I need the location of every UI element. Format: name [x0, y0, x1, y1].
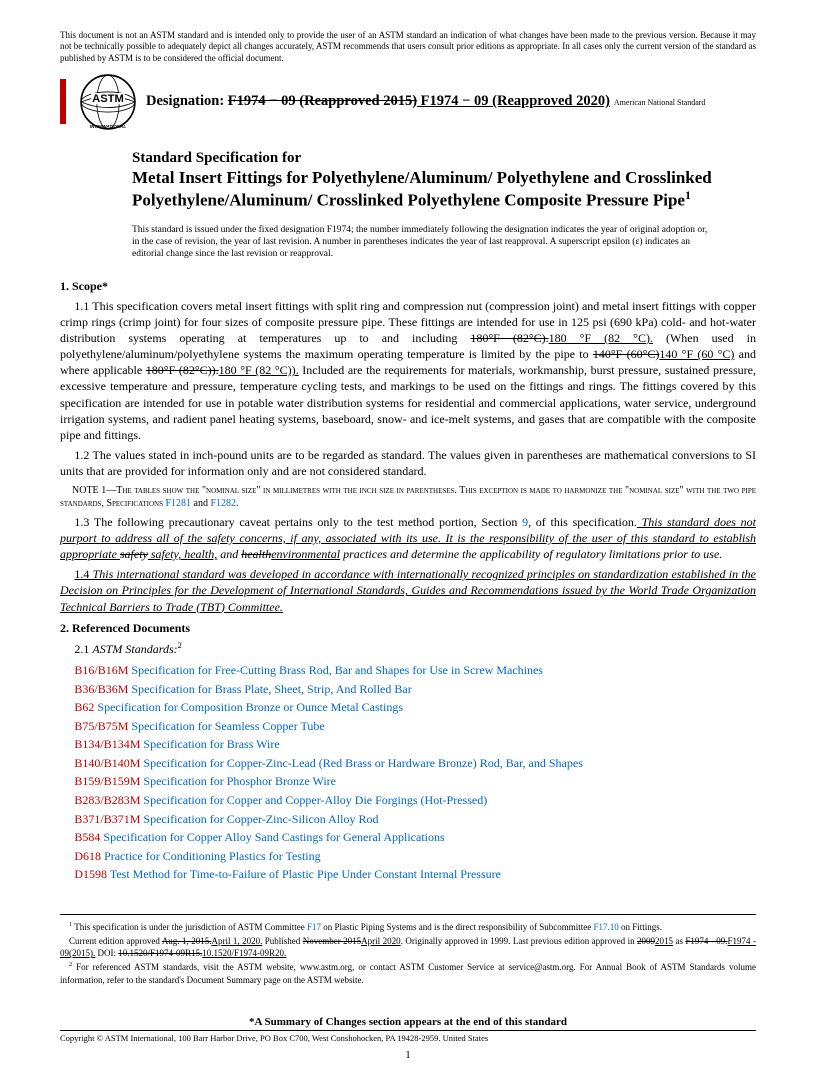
reference-title[interactable]: Specification for Seamless Copper Tube [128, 719, 324, 733]
reference-code[interactable]: B159/B159M [74, 774, 140, 788]
red-change-bar [60, 79, 66, 124]
reference-code[interactable]: B140/B140M [74, 756, 140, 770]
designation-new: F1974 − 09 (Reapproved 2020) [417, 93, 610, 109]
reference-code[interactable]: B16/B16M [74, 663, 128, 677]
reference-item: B140/B140M Specification for Copper-Zinc… [74, 754, 756, 773]
reference-list: B16/B16M Specification for Free-Cutting … [74, 661, 756, 884]
reference-item: B283/B283M Specification for Copper and … [74, 791, 756, 810]
reference-title[interactable]: Specification for Composition Bronze or … [94, 700, 403, 714]
summary-of-changes: *A Summary of Changes section appears at… [60, 1016, 756, 1028]
footnotes: 1 This specification is under the jurisd… [60, 914, 756, 986]
reference-code[interactable]: D618 [74, 849, 101, 863]
scope-1-2: 1.2 The values stated in inch-pound unit… [60, 447, 756, 479]
footnote-1: 1 This specification is under the jurisd… [60, 921, 756, 933]
header: ASTM INTERNATIONAL Designation: F1974 − … [60, 74, 756, 130]
reference-title[interactable]: Test Method for Time-to-Failure of Plast… [107, 867, 501, 881]
reference-item: B75/B75M Specification for Seamless Copp… [74, 717, 756, 736]
reference-code[interactable]: B36/B36M [74, 682, 128, 696]
document-page: This document is not an ASTM standard an… [0, 0, 816, 1081]
designation-old: F1974 − 09 (Reapproved 2015) [228, 93, 417, 109]
title-main: Metal Insert Fittings for Polyethylene/A… [132, 167, 756, 211]
reference-code[interactable]: B283/B283M [74, 793, 140, 807]
refs-sub: 2.1 ASTM Standards:2 [60, 640, 756, 657]
reference-title[interactable]: Specification for Phosphor Bronze Wire [140, 774, 336, 788]
link-f1282[interactable]: F1282 [210, 498, 236, 509]
svg-text:ASTM: ASTM [92, 93, 124, 105]
title-block: Standard Specification for Metal Insert … [132, 150, 756, 211]
reference-code[interactable]: D1598 [74, 867, 107, 881]
reference-title[interactable]: Practice for Conditioning Plastics for T… [101, 849, 321, 863]
svg-text:INTERNATIONAL: INTERNATIONAL [90, 124, 126, 129]
reference-item: B134/B134M Specification for Brass Wire [74, 735, 756, 754]
reference-item: B371/B371M Specification for Copper-Zinc… [74, 810, 756, 829]
reference-title[interactable]: Specification for Copper-Zinc-Silicon Al… [140, 812, 378, 826]
reference-item: B584 Specification for Copper Alloy Sand… [74, 828, 756, 847]
astm-logo: ASTM INTERNATIONAL [80, 74, 136, 130]
reference-code[interactable]: B62 [74, 700, 94, 714]
issued-note: This standard is issued under the fixed … [132, 225, 756, 261]
scope-note-1: NOTE 1—The tables show the "nominal size… [60, 484, 756, 510]
scope-1-1: 1.1 This specification covers metal inse… [60, 298, 756, 444]
link-f17-10[interactable]: F17.10 [593, 922, 618, 932]
scope-1-3: 1.3 The following precautionary caveat p… [60, 514, 756, 563]
reference-title[interactable]: Specification for Copper Alloy Sand Cast… [100, 830, 444, 844]
refs-heading: 2. Referenced Documents [60, 621, 756, 636]
reference-item: B16/B16M Specification for Free-Cutting … [74, 661, 756, 680]
reference-title[interactable]: Specification for Copper-Zinc-Lead (Red … [140, 756, 582, 770]
link-f1281[interactable]: F1281 [165, 498, 191, 509]
reference-title[interactable]: Specification for Free-Cutting Brass Rod… [128, 663, 543, 677]
reference-item: D618 Practice for Conditioning Plastics … [74, 847, 756, 866]
page-number: 1 [60, 1049, 756, 1061]
reference-code[interactable]: B134/B134M [74, 737, 140, 751]
disclaimer-text: This document is not an ASTM standard an… [60, 30, 756, 64]
reference-title[interactable]: Specification for Brass Wire [140, 737, 279, 751]
ans-note: American National Standard [614, 98, 706, 107]
designation-label: Designation: [146, 93, 228, 109]
reference-code[interactable]: B75/B75M [74, 719, 128, 733]
reference-code[interactable]: B584 [74, 830, 100, 844]
copyright: Copyright © ASTM International, 100 Barr… [60, 1030, 756, 1043]
footnote-1-cont: Current edition approved Aug. 1, 2015.Ap… [60, 935, 756, 959]
scope-1-4: 1.4 This international standard was deve… [60, 566, 756, 615]
scope-heading: 1. Scope* [60, 279, 756, 294]
designation: Designation: F1974 − 09 (Reapproved 2015… [146, 93, 756, 110]
reference-code[interactable]: B371/B371M [74, 812, 140, 826]
link-f17[interactable]: F17 [307, 922, 321, 932]
reference-item: B36/B36M Specification for Brass Plate, … [74, 680, 756, 699]
title-lead: Standard Specification for [132, 150, 756, 167]
reference-title[interactable]: Specification for Brass Plate, Sheet, St… [128, 682, 411, 696]
reference-title[interactable]: Specification for Copper and Copper-Allo… [140, 793, 487, 807]
footnote-2: 2 For referenced ASTM standards, visit t… [60, 961, 756, 985]
reference-item: D1598 Test Method for Time-to-Failure of… [74, 865, 756, 884]
reference-item: B159/B159M Specification for Phosphor Br… [74, 772, 756, 791]
reference-item: B62 Specification for Composition Bronze… [74, 698, 756, 717]
